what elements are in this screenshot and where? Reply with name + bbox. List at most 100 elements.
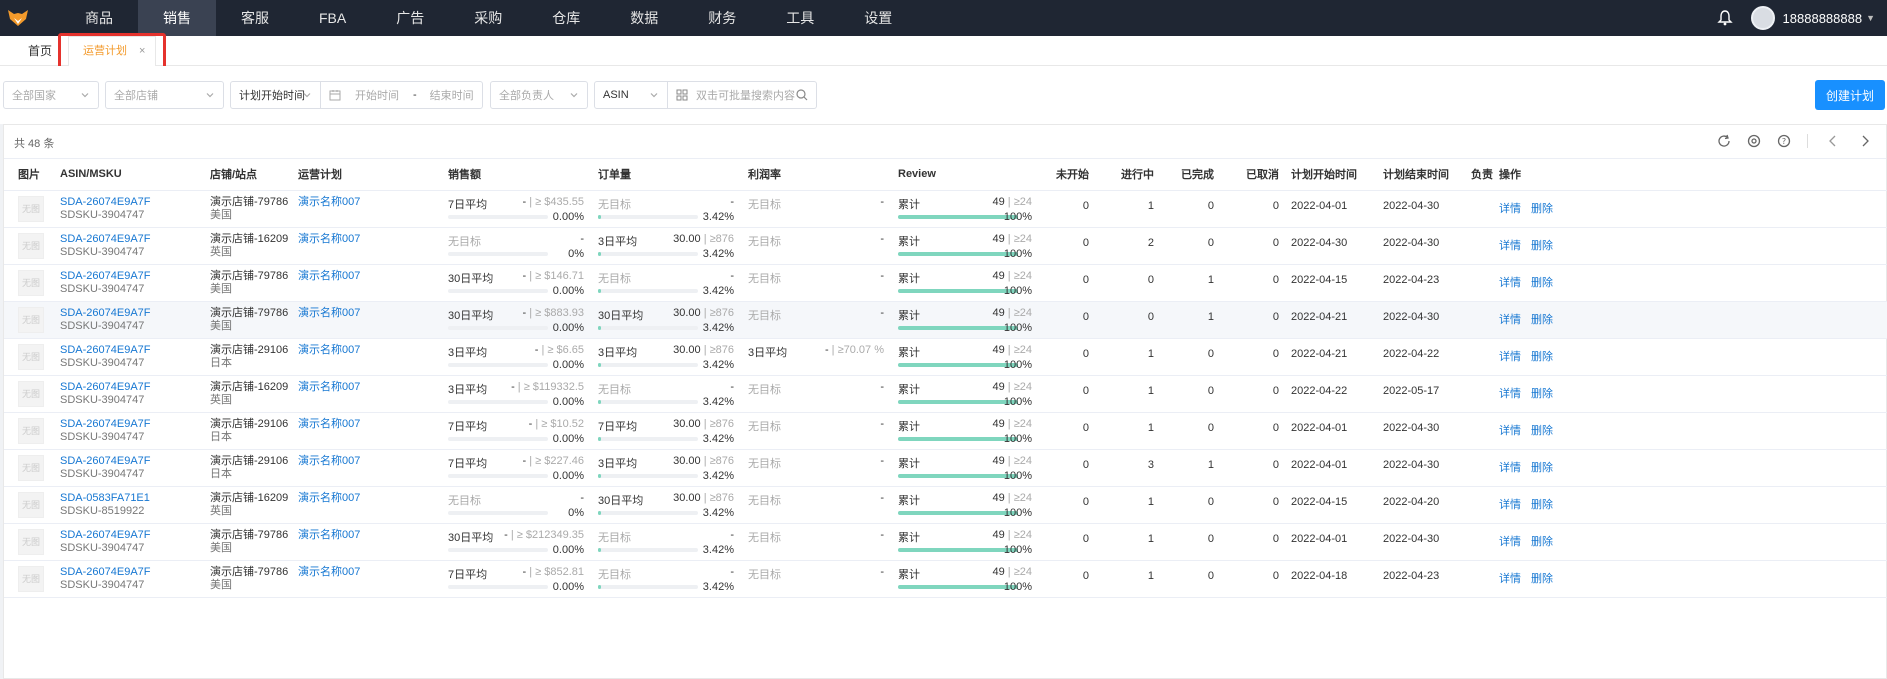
search-input[interactable]: 双击可批量搜索内容	[667, 81, 817, 109]
nav-item[interactable]: 财务	[708, 10, 737, 26]
nav-item[interactable]: 数据	[630, 10, 659, 26]
username[interactable]: 18888888888	[1782, 10, 1863, 26]
detail-link[interactable]: 详情	[1499, 387, 1521, 400]
chevron-down-icon[interactable]: ▼	[1866, 13, 1875, 23]
owner-select[interactable]: 全部负责人	[490, 81, 588, 109]
delete-link[interactable]: 删除	[1531, 461, 1553, 474]
plan-link[interactable]: 演示名称007	[298, 454, 361, 467]
delete-link[interactable]: 删除	[1531, 572, 1553, 585]
store-select[interactable]: 全部店铺	[105, 81, 224, 109]
delete-link[interactable]: 删除	[1531, 498, 1553, 511]
asin-link[interactable]: SDA-26074E9A7F	[60, 269, 151, 282]
search-type-select[interactable]: ASIN	[594, 81, 668, 109]
delete-link[interactable]: 删除	[1531, 276, 1553, 289]
asin-link[interactable]: SDA-26074E9A7F	[60, 232, 151, 245]
bell-icon[interactable]	[1715, 8, 1735, 28]
search-icon[interactable]	[796, 89, 808, 101]
detail-link[interactable]: 详情	[1499, 313, 1521, 326]
delete-link[interactable]: 删除	[1531, 535, 1553, 548]
fox-logo-icon[interactable]	[6, 8, 30, 28]
date-range-picker[interactable]: 开始时间 - 结束时间	[320, 81, 483, 109]
table-row[interactable]: 无图 SDA-26074E9A7F SDSKU-3904747 演示店铺-79786 美…	[4, 264, 1887, 302]
avatar[interactable]	[1750, 6, 1775, 30]
plan-link[interactable]: 演示名称007	[298, 528, 361, 541]
detail-link[interactable]: 详情	[1499, 461, 1521, 474]
plan-link[interactable]: 演示名称007	[298, 232, 361, 245]
table-row[interactable]: 无图 SDA-26074E9A7F SDSKU-3904747 演示店铺-16209 英…	[4, 375, 1887, 413]
table-row[interactable]: 无图 SDA-26074E9A7F SDSKU-3904747 演示店铺-79786 美…	[4, 301, 1887, 339]
asin-link[interactable]: SDA-26074E9A7F	[60, 195, 151, 208]
nav-item[interactable]: 采购	[474, 10, 503, 26]
plan-link[interactable]: 演示名称007	[298, 380, 361, 393]
delete-link[interactable]: 删除	[1531, 350, 1553, 363]
nav-item[interactable]: 设置	[864, 10, 893, 26]
tab-operation-plan[interactable]: 运营计划 ×	[68, 35, 157, 66]
nav-item[interactable]: 广告	[396, 10, 425, 26]
metric-current: -	[528, 417, 533, 430]
nav-item[interactable]: 工具	[786, 10, 815, 26]
table-row[interactable]: 无图 SDA-26074E9A7F SDSKU-3904747 演示店铺-29106 日…	[4, 412, 1887, 450]
table-row[interactable]: 无图 SDA-26074E9A7F SDSKU-3904747 演示店铺-79786 美…	[4, 190, 1887, 228]
delete-link[interactable]: 删除	[1531, 387, 1553, 400]
plan-link[interactable]: 演示名称007	[298, 565, 361, 578]
asin-link[interactable]: SDA-26074E9A7F	[60, 565, 151, 578]
plan-link[interactable]: 演示名称007	[298, 417, 361, 430]
table-row[interactable]: 无图 SDA-0583FA71E1 SDSKU-8519922 演示店铺-16209 英…	[4, 486, 1887, 524]
asin-link[interactable]: SDA-26074E9A7F	[60, 380, 151, 393]
plan-link[interactable]: 演示名称007	[298, 195, 361, 208]
detail-link[interactable]: 详情	[1499, 350, 1521, 363]
create-plan-button[interactable]: 创建计划	[1815, 80, 1885, 110]
detail-link[interactable]: 详情	[1499, 424, 1521, 437]
table-row[interactable]: 无图 SDA-26074E9A7F SDSKU-3904747 演示店铺-29106 日…	[4, 449, 1887, 487]
grid-icon[interactable]	[676, 89, 688, 101]
table-row[interactable]: 无图 SDA-26074E9A7F SDSKU-3904747 演示店铺-79786 美…	[4, 523, 1887, 561]
detail-link[interactable]: 详情	[1499, 276, 1521, 289]
plan-link[interactable]: 演示名称007	[298, 306, 361, 319]
margin-cell: 无目标 - |	[742, 264, 892, 302]
asin-link[interactable]: SDA-26074E9A7F	[60, 343, 151, 356]
nav-item[interactable]: 销售	[138, 0, 216, 36]
time-type-select[interactable]: 计划开始时间	[230, 81, 321, 109]
detail-link[interactable]: 详情	[1499, 535, 1521, 548]
close-icon[interactable]: ×	[139, 45, 146, 57]
table-row[interactable]: 无图 SDA-26074E9A7F SDSKU-3904747 演示店铺-79786 美…	[4, 560, 1887, 598]
delete-link[interactable]: 删除	[1531, 313, 1553, 326]
settings-icon[interactable]	[1745, 132, 1763, 150]
delete-link[interactable]: 删除	[1531, 239, 1553, 252]
help-icon[interactable]: ?	[1775, 132, 1793, 150]
asin-link[interactable]: SDA-26074E9A7F	[60, 417, 151, 430]
detail-link[interactable]: 详情	[1499, 202, 1521, 215]
chevron-left-icon[interactable]	[1824, 132, 1842, 150]
nav-item[interactable]: FBA	[319, 10, 347, 26]
asin-link[interactable]: SDA-26074E9A7F	[60, 454, 151, 467]
detail-link[interactable]: 详情	[1499, 498, 1521, 511]
start-date-input[interactable]: 开始时间	[355, 90, 399, 102]
col-end-time[interactable]: 计划结束时间	[1377, 159, 1465, 191]
col-start-time[interactable]: 计划开始时间	[1285, 159, 1377, 191]
asin-link[interactable]: SDA-26074E9A7F	[60, 306, 151, 319]
nav-item[interactable]: 仓库	[552, 10, 581, 26]
orders-cell: 3日平均 30.00 | ≥876 3.42%	[592, 338, 742, 376]
plan-link[interactable]: 演示名称007	[298, 343, 361, 356]
country-select[interactable]: 全部国家	[3, 81, 99, 109]
chevron-right-icon[interactable]	[1856, 132, 1874, 150]
table-row[interactable]: 无图 SDA-26074E9A7F SDSKU-3904747 演示店铺-29106 日…	[4, 338, 1887, 376]
plan-link[interactable]: 演示名称007	[298, 269, 361, 282]
progress-percent: 0%	[568, 247, 584, 260]
metric-current: -	[511, 380, 515, 393]
tab-home[interactable]: 首页	[28, 43, 53, 58]
refresh-icon[interactable]	[1715, 132, 1733, 150]
asin-link[interactable]: SDA-0583FA71E1	[60, 491, 150, 504]
table-row[interactable]: 无图 SDA-26074E9A7F SDSKU-3904747 演示店铺-16209 英…	[4, 227, 1887, 265]
asin-link[interactable]: SDA-26074E9A7F	[60, 528, 151, 541]
metric-target-value: ≥ $883.93	[535, 306, 584, 319]
detail-link[interactable]: 详情	[1499, 572, 1521, 585]
end-date-input[interactable]: 结束时间	[429, 90, 474, 102]
nav-item[interactable]: 商品	[85, 10, 113, 26]
delete-link[interactable]: 删除	[1531, 424, 1553, 437]
delete-link[interactable]: 删除	[1531, 202, 1553, 215]
nav-item[interactable]: 客服	[241, 10, 269, 26]
detail-link[interactable]: 详情	[1499, 239, 1521, 252]
plan-link[interactable]: 演示名称007	[298, 491, 361, 504]
metric-label: 7日平均	[448, 457, 488, 470]
